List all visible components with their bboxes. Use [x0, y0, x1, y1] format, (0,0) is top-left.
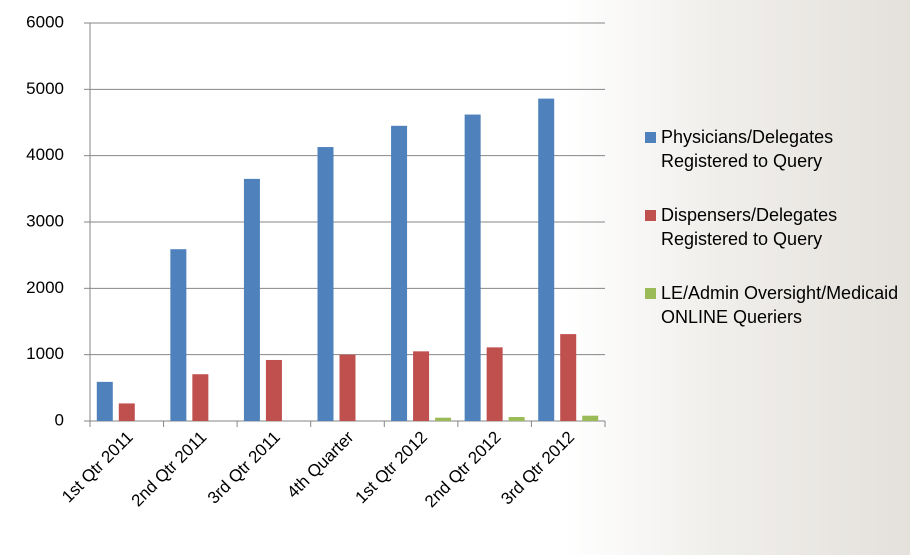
legend-item: Physicians/Delegates Registered to Query	[645, 125, 907, 173]
bar	[538, 99, 554, 421]
y-tick-label: 0	[55, 410, 64, 429]
bar	[119, 403, 135, 421]
y-tick-label: 4000	[26, 145, 64, 164]
bar	[487, 347, 503, 421]
bar	[340, 355, 356, 421]
x-tick-label: 2nd Qtr 2011	[128, 428, 211, 511]
bar	[97, 382, 113, 421]
legend-swatch	[645, 210, 656, 221]
bar	[509, 417, 525, 421]
x-tick-label: 3rd Qtr 2012	[497, 428, 578, 509]
y-tick-label: 5000	[26, 79, 64, 98]
bar	[435, 418, 451, 421]
y-tick-label: 3000	[26, 211, 64, 230]
y-tick-label: 1000	[26, 344, 64, 363]
legend-item: Dispensers/Delegates Registered to Query	[645, 203, 907, 251]
legend: Physicians/Delegates Registered to Query…	[645, 125, 907, 359]
x-tick-label: 2nd Qtr 2012	[421, 428, 505, 512]
bar	[560, 334, 576, 421]
x-tick-label: 4th Quarter	[283, 427, 357, 501]
bar	[582, 416, 598, 421]
bar	[244, 179, 260, 421]
bar	[266, 360, 282, 421]
legend-label: Dispensers/Delegates Registered to Query	[661, 203, 907, 251]
legend-swatch	[645, 288, 656, 299]
x-tick-label: 3rd Qtr 2011	[204, 428, 284, 508]
legend-swatch	[645, 132, 656, 143]
y-tick-label: 6000	[26, 12, 64, 31]
legend-label: LE/Admin Oversight/Medicaid ONLINE Queri…	[661, 281, 907, 329]
bar	[391, 126, 407, 421]
bar	[192, 374, 208, 421]
bar	[170, 249, 186, 421]
bar	[465, 115, 481, 421]
y-tick-label: 2000	[26, 278, 64, 297]
bar	[318, 147, 334, 421]
legend-item: LE/Admin Oversight/Medicaid ONLINE Queri…	[645, 281, 907, 329]
bar	[413, 351, 429, 421]
x-tick-label: 1st Qtr 2011	[58, 428, 137, 507]
x-tick-label: 1st Qtr 2012	[351, 428, 431, 508]
legend-label: Physicians/Delegates Registered to Query	[661, 125, 907, 173]
page: 01000200030004000500060001st Qtr 20112nd…	[0, 0, 910, 555]
